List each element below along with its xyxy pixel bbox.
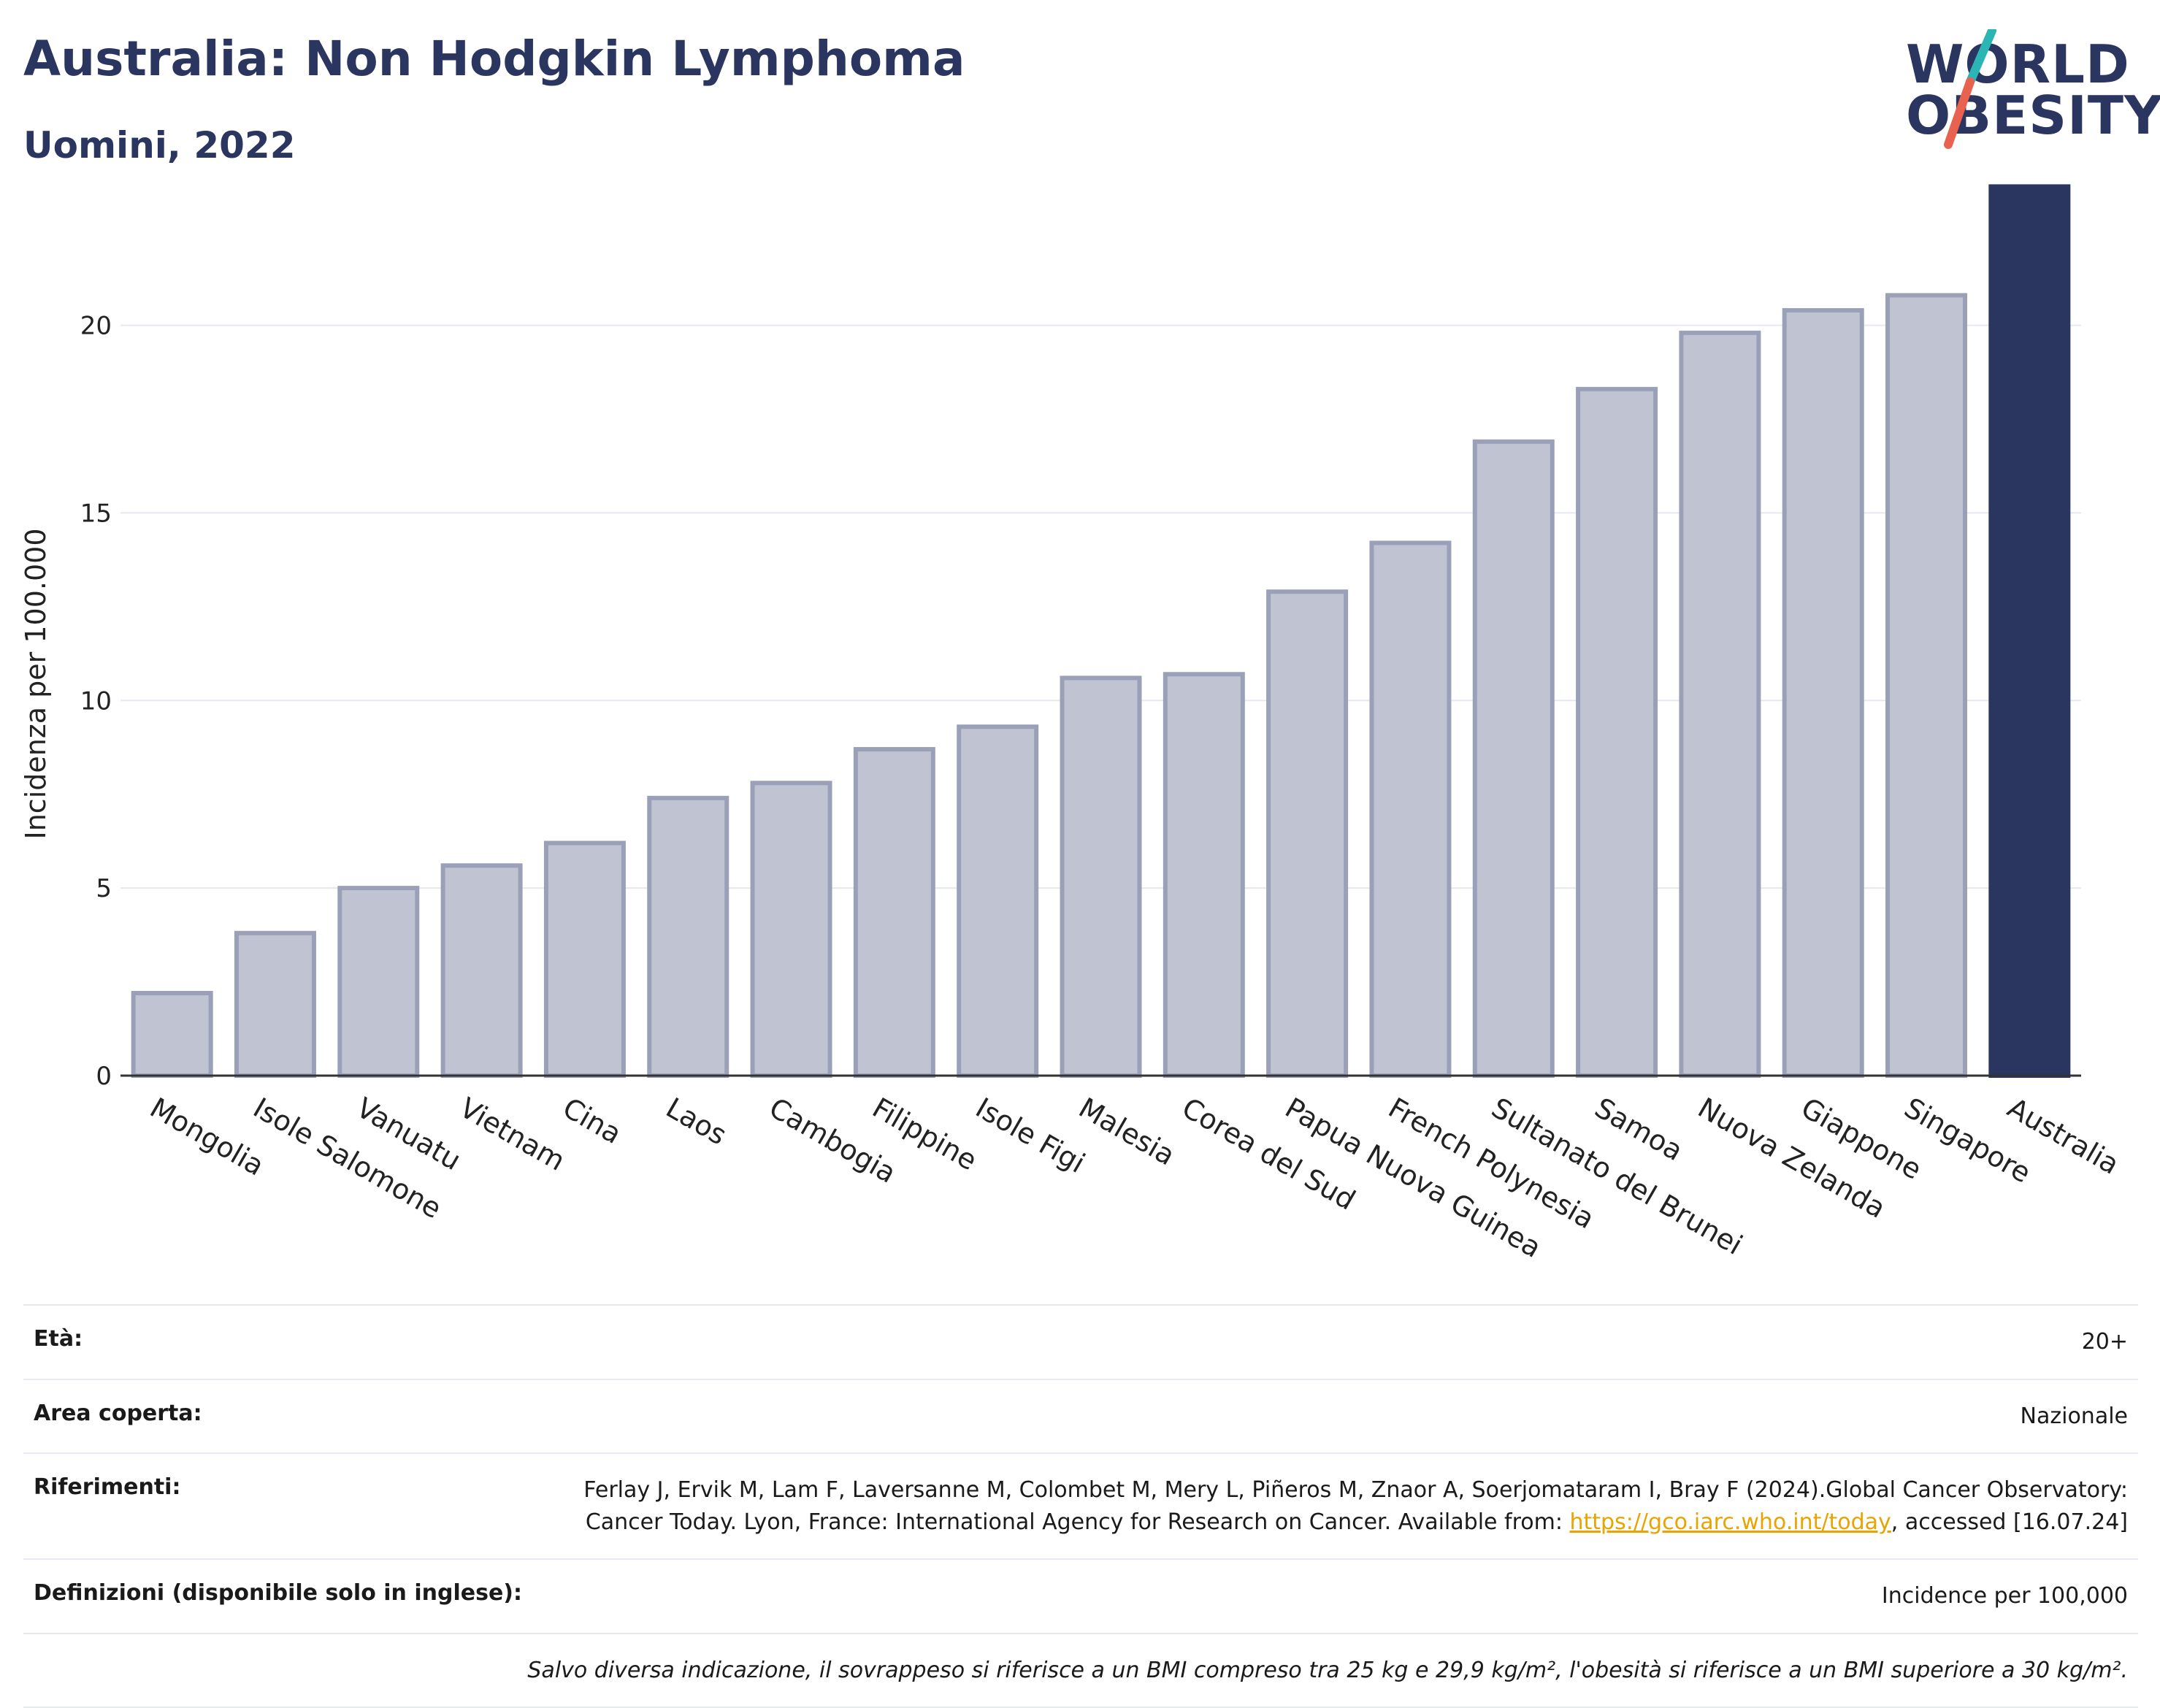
bar-corea-del-sud: [1165, 674, 1243, 1076]
x-tick-label: Isole Salomone: [248, 1092, 446, 1225]
info-row-references: Riferimenti: Ferlay J, Ervik M, Lam F, L…: [23, 1452, 2138, 1558]
x-tick-label: Isole Figi: [970, 1092, 1091, 1179]
bar-giappone: [1785, 310, 1862, 1076]
y-tick-label: 5: [96, 874, 112, 903]
references-value: Ferlay J, Ervik M, Lam F, Laversanne M, …: [558, 1474, 2128, 1538]
bar-vietnam: [443, 865, 521, 1076]
bar-laos: [649, 798, 727, 1076]
bar-cambogia: [753, 783, 830, 1076]
bar-vanuatu: [340, 888, 417, 1076]
world-obesity-logo: WORLD OBESITY: [1906, 29, 2147, 157]
references-link[interactable]: https://gco.iarc.who.int/today: [1570, 1509, 1891, 1535]
bar-mongolia: [134, 993, 211, 1076]
age-label: Età:: [34, 1326, 83, 1352]
x-tick-label: Mongolia: [145, 1092, 269, 1182]
bmi-note: Salvo diversa indicazione, il sovrappeso…: [527, 1655, 2128, 1687]
info-row-note: Salvo diversa indicazione, il sovrappeso…: [23, 1633, 2138, 1708]
logo-slash-icon: [1906, 29, 2147, 157]
y-tick-label: 20: [80, 312, 112, 341]
info-row-definitions: Definizioni (disponibile solo in inglese…: [23, 1558, 2138, 1633]
bar-cina: [546, 843, 624, 1076]
info-row-area: Area coperta: Nazionale: [23, 1379, 2138, 1453]
bar-french-polynesia: [1371, 543, 1449, 1076]
bar-samoa: [1578, 389, 1655, 1076]
y-axis-title: Incidenza per 100.000: [20, 529, 52, 840]
page-subtitle: Uomini, 2022: [23, 124, 296, 166]
area-value: Nazionale: [2021, 1401, 2128, 1433]
references-accessed: , accessed [16.07.24]: [1891, 1509, 2128, 1535]
x-tick-label: Laos: [661, 1092, 732, 1152]
y-tick-label: 15: [80, 499, 112, 528]
x-tick-label: Malesia: [1073, 1092, 1180, 1172]
page-title: Australia: Non Hodgkin Lymphoma: [23, 31, 965, 87]
bar-malesia: [1062, 678, 1140, 1076]
references-label: Riferimenti:: [34, 1474, 180, 1500]
x-tick-label: Corea del Sud: [1176, 1092, 1360, 1217]
bar-australia: [1991, 186, 2068, 1076]
definitions-value: Incidence per 100,000: [1882, 1580, 2128, 1612]
bar-nuova-zelanda: [1681, 333, 1758, 1076]
bar-filippine: [856, 749, 933, 1076]
bar-sultanato-del-brunei: [1475, 442, 1552, 1076]
y-tick-label: 0: [96, 1062, 112, 1091]
bar-isole-figi: [959, 727, 1036, 1076]
bar-isole-salomone: [237, 933, 314, 1076]
bar-singapore: [1888, 295, 1965, 1076]
age-value: 20+: [2082, 1326, 2128, 1358]
x-tick-label: Nuova Zelanda: [1693, 1092, 1891, 1225]
x-tick-label: Cina: [557, 1092, 627, 1150]
info-row-age: Età: 20+: [23, 1304, 2138, 1379]
bar-papua-nuova-guinea: [1268, 591, 1346, 1076]
y-tick-label: 10: [80, 686, 112, 716]
area-label: Area coperta:: [34, 1401, 202, 1426]
definitions-label: Definizioni (disponibile solo in inglese…: [34, 1580, 522, 1606]
x-tick-label: Vietnam: [454, 1092, 570, 1177]
info-table: Età: 20+ Area coperta: Nazionale Riferim…: [23, 1304, 2138, 1708]
